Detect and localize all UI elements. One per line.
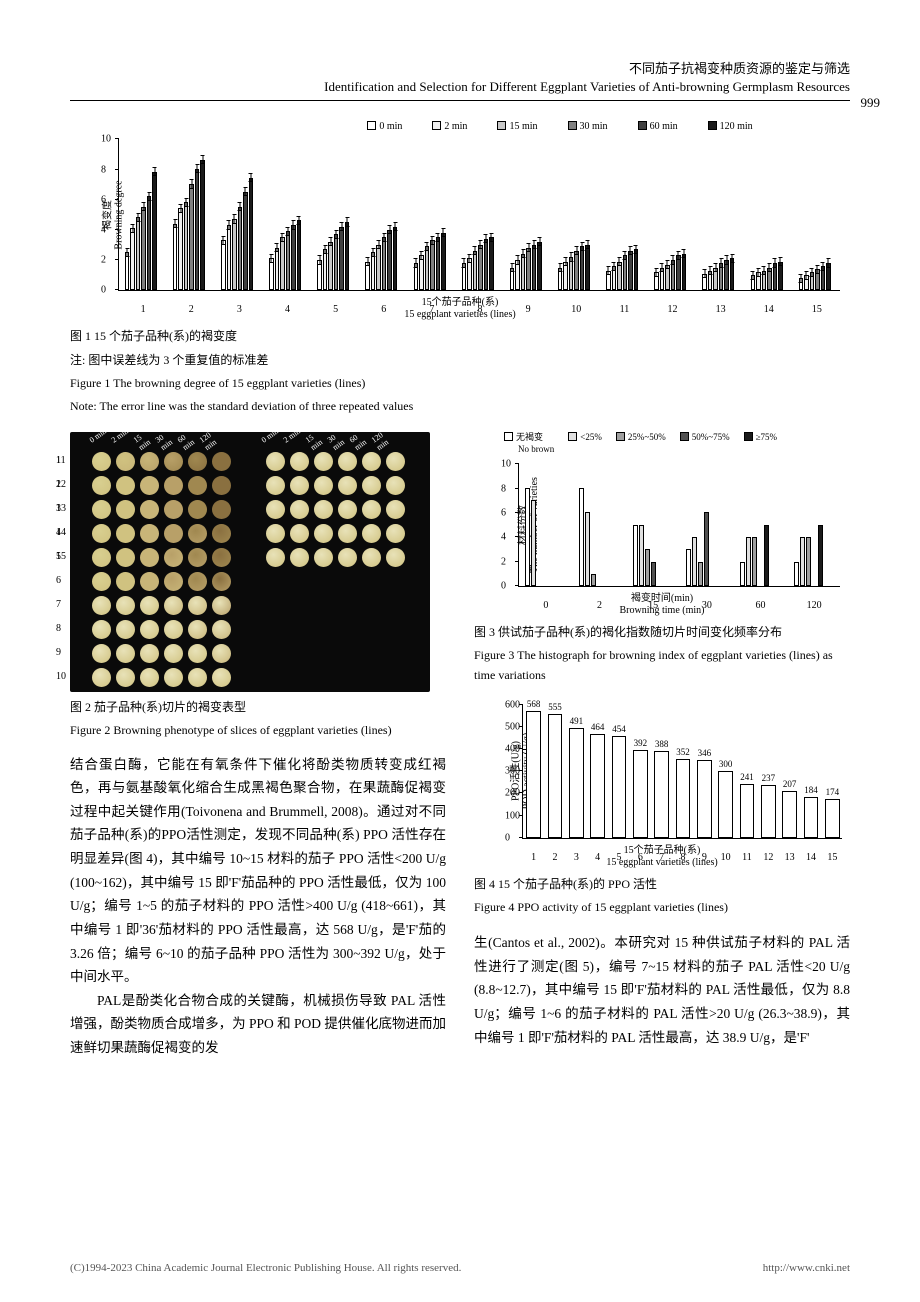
body-text-right: 生(Cantos et al., 2002)。本研究对 15 种供试茄子材料的 … <box>474 931 850 1049</box>
fig3-chart: 材料份数The number of varieties 02153060120 … <box>518 464 840 587</box>
left-column: 0 min2 min15 min30 min60 min120 min0 min… <box>70 432 446 1060</box>
page-header: 不同茄子抗褐变种质资源的鉴定与筛选 Identification and Sel… <box>70 60 850 101</box>
figure-2: 0 min2 min15 min30 min60 min120 min0 min… <box>70 432 430 692</box>
page-footer: (C)1994-2023 China Academic Journal Elec… <box>70 1262 850 1274</box>
figure-4: PPO活性(U/g)POD activity (U/g) 12345678910… <box>474 699 850 869</box>
fig3-caption-en: Figure 3 The histograph for browning ind… <box>474 646 850 684</box>
fig4-caption-en: Figure 4 PPO activity of 15 eggplant var… <box>474 898 850 917</box>
fig2-caption-cn: 图 2 茄子品种(系)切片的褐变表型 <box>70 698 446 717</box>
fig1-note-cn: 注: 图中误差线为 3 个重复值的标准差 <box>70 351 850 370</box>
figure-3: 无褐变No brown<25%25%~50%50%~75%≥75% 材料份数Th… <box>474 432 850 617</box>
fig1-xaxis-title: 15个茄子品种(系)15 eggplant varieties (lines) <box>70 297 850 321</box>
fig4-chart: PPO活性(U/g)POD activity (U/g) 12345678910… <box>522 705 842 839</box>
footer-left: (C)1994-2023 China Academic Journal Elec… <box>70 1262 461 1274</box>
para-right-1: 生(Cantos et al., 2002)。本研究对 15 种供试茄子材料的 … <box>474 931 850 1049</box>
header-rule <box>70 100 850 101</box>
fig3-xaxis-title: 褐变时间(min)Browning time (min) <box>474 593 850 617</box>
fig4-caption-cn: 图 4 15 个茄子品种(系)的 PPO 活性 <box>474 875 850 894</box>
fig4-xaxis-title: 15个茄子品种(系)15 eggplant varieties (lines) <box>474 845 850 869</box>
right-column: 无褐变No brown<25%25%~50%50%~75%≥75% 材料份数Th… <box>474 432 850 1060</box>
footer-right: http://www.cnki.net <box>763 1262 850 1274</box>
para-left-2: PAL是酚类化合物合成的关键酶，机械损伤导致 PAL 活性增强，酚类物质合成增多… <box>70 989 446 1060</box>
fig1-caption-en: Figure 1 The browning degree of 15 eggpl… <box>70 374 850 393</box>
fig1-legend: 0 min2 min15 min30 min60 min120 min <box>70 121 850 135</box>
two-column-layout: 0 min2 min15 min30 min60 min120 min0 min… <box>70 432 850 1060</box>
para-left-1: 结合蛋白酶，它能在有氧条件下催化将酚类物质转变成红褐色，再与氨基酸氧化缩合生成黑… <box>70 753 446 989</box>
fig1-ylabel: 褐变度Browning degree <box>99 180 125 249</box>
fig1-caption-cn: 图 1 15 个茄子品种(系)的褐变度 <box>70 327 850 346</box>
fig1-note-en: Note: The error line was the standard de… <box>70 397 850 416</box>
fig3-caption-cn: 图 3 供试茄子品种(系)的褐化指数随切片时间变化频率分布 <box>474 623 850 642</box>
body-text-left: 结合蛋白酶，它能在有氧条件下催化将酚类物质转变成红褐色，再与氨基酸氧化缩合生成黑… <box>70 753 446 1060</box>
fig1-chart: 褐变度Browning degree 123456789101112131415… <box>118 139 840 291</box>
figure-1: 0 min2 min15 min30 min60 min120 min 褐变度B… <box>70 121 850 321</box>
fig2-caption-en: Figure 2 Browning phenotype of slices of… <box>70 721 446 740</box>
header-en: Identification and Selection for Differe… <box>70 78 850 96</box>
header-cn: 不同茄子抗褐变种质资源的鉴定与筛选 <box>70 60 850 78</box>
fig3-legend: 无褐变No brown<25%25%~50%50%~75%≥75% <box>474 432 850 455</box>
page-number: 999 <box>861 95 881 111</box>
